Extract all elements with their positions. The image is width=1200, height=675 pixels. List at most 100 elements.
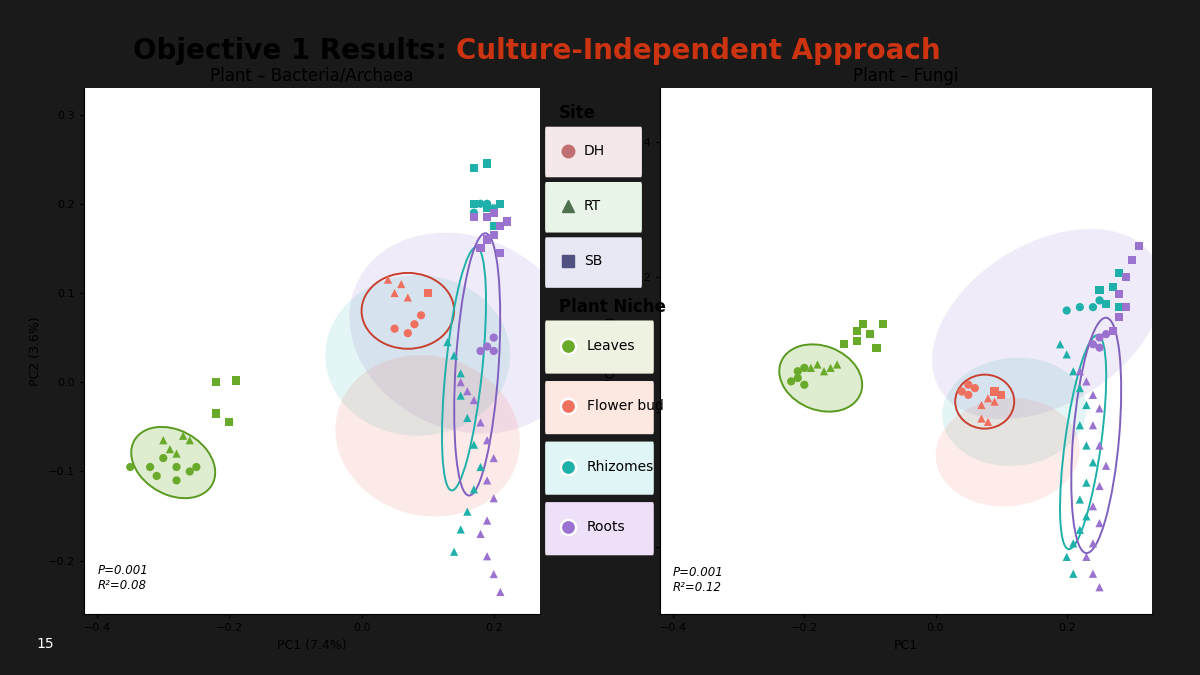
Y-axis label: PC2 (6.3%): PC2 (6.3%) [605,316,618,386]
Point [781,376,800,387]
Point [1063,366,1082,377]
Point [484,202,503,213]
Point [167,462,186,472]
Point [457,385,476,396]
Point [464,163,484,173]
Point [1110,268,1129,279]
Point [815,366,834,377]
Point [1103,325,1122,336]
Point [161,443,180,454]
Point [1097,460,1116,471]
Point [478,475,497,486]
FancyBboxPatch shape [545,441,654,495]
Text: Roots: Roots [587,520,625,535]
Point [154,435,173,446]
Ellipse shape [932,229,1162,419]
Ellipse shape [936,398,1080,506]
Point [1090,582,1109,593]
Point [398,292,418,303]
Point [444,546,463,557]
Ellipse shape [325,275,510,436]
Point [1090,295,1109,306]
Point [444,350,463,361]
Point [1110,302,1129,313]
Point [497,216,516,227]
Point [412,310,431,321]
Point [206,408,226,419]
Point [484,346,503,356]
Point [1076,477,1096,488]
Point [972,413,991,424]
Text: 15: 15 [36,637,54,651]
Point [828,359,847,370]
Ellipse shape [779,344,862,412]
Point [470,243,490,254]
Point [451,368,470,379]
Point [1070,366,1090,377]
Point [1110,312,1129,323]
Point [451,390,470,401]
Point [1116,302,1135,313]
Ellipse shape [942,358,1086,466]
Point [959,389,978,400]
Point [484,230,503,240]
Title: Plant – Fungi: Plant – Fungi [853,67,959,85]
Point [167,475,186,486]
Point [385,288,404,298]
Text: Rhizomes: Rhizomes [587,460,654,474]
Point [1070,524,1090,535]
Point [978,393,997,404]
Point [167,448,186,459]
Point [227,375,246,386]
Point [808,359,827,370]
Point [853,319,872,329]
Point [1090,481,1109,491]
Ellipse shape [131,427,215,498]
Point [794,379,814,390]
FancyBboxPatch shape [545,238,642,288]
Point [478,234,497,245]
FancyBboxPatch shape [545,381,654,434]
Point [991,389,1010,400]
Point [1084,568,1103,579]
Point [140,462,160,472]
Point [1070,302,1090,313]
Point [180,466,199,477]
Point [821,362,840,373]
Point [1076,376,1096,387]
Point [464,207,484,218]
Point [788,373,808,383]
Point [1123,254,1142,265]
Point [874,319,893,329]
Point [1103,281,1122,292]
Point [1090,342,1109,353]
Point [378,274,397,285]
Text: Leaves: Leaves [587,339,636,353]
Point [457,506,476,517]
Ellipse shape [349,233,578,433]
Point [860,329,880,340]
FancyBboxPatch shape [545,127,642,178]
Point [788,366,808,377]
Point [451,377,470,387]
Point [959,379,978,390]
Point [834,339,853,350]
Text: Plant Niche: Plant Niche [559,298,666,317]
Point [478,341,497,352]
Point [464,212,484,223]
Point [1084,501,1103,512]
Point [484,207,503,218]
Title: Plant – Bacteria/Archaea: Plant – Bacteria/Archaea [210,67,414,85]
Point [491,221,510,232]
Point [1129,241,1148,252]
Point [1070,420,1090,431]
Point [404,319,424,329]
Point [464,198,484,209]
Point [1084,302,1103,313]
Point [1084,538,1103,549]
Point [794,362,814,373]
Point [1076,440,1096,451]
Point [1063,568,1082,579]
Point [802,362,821,373]
Point [180,435,199,446]
